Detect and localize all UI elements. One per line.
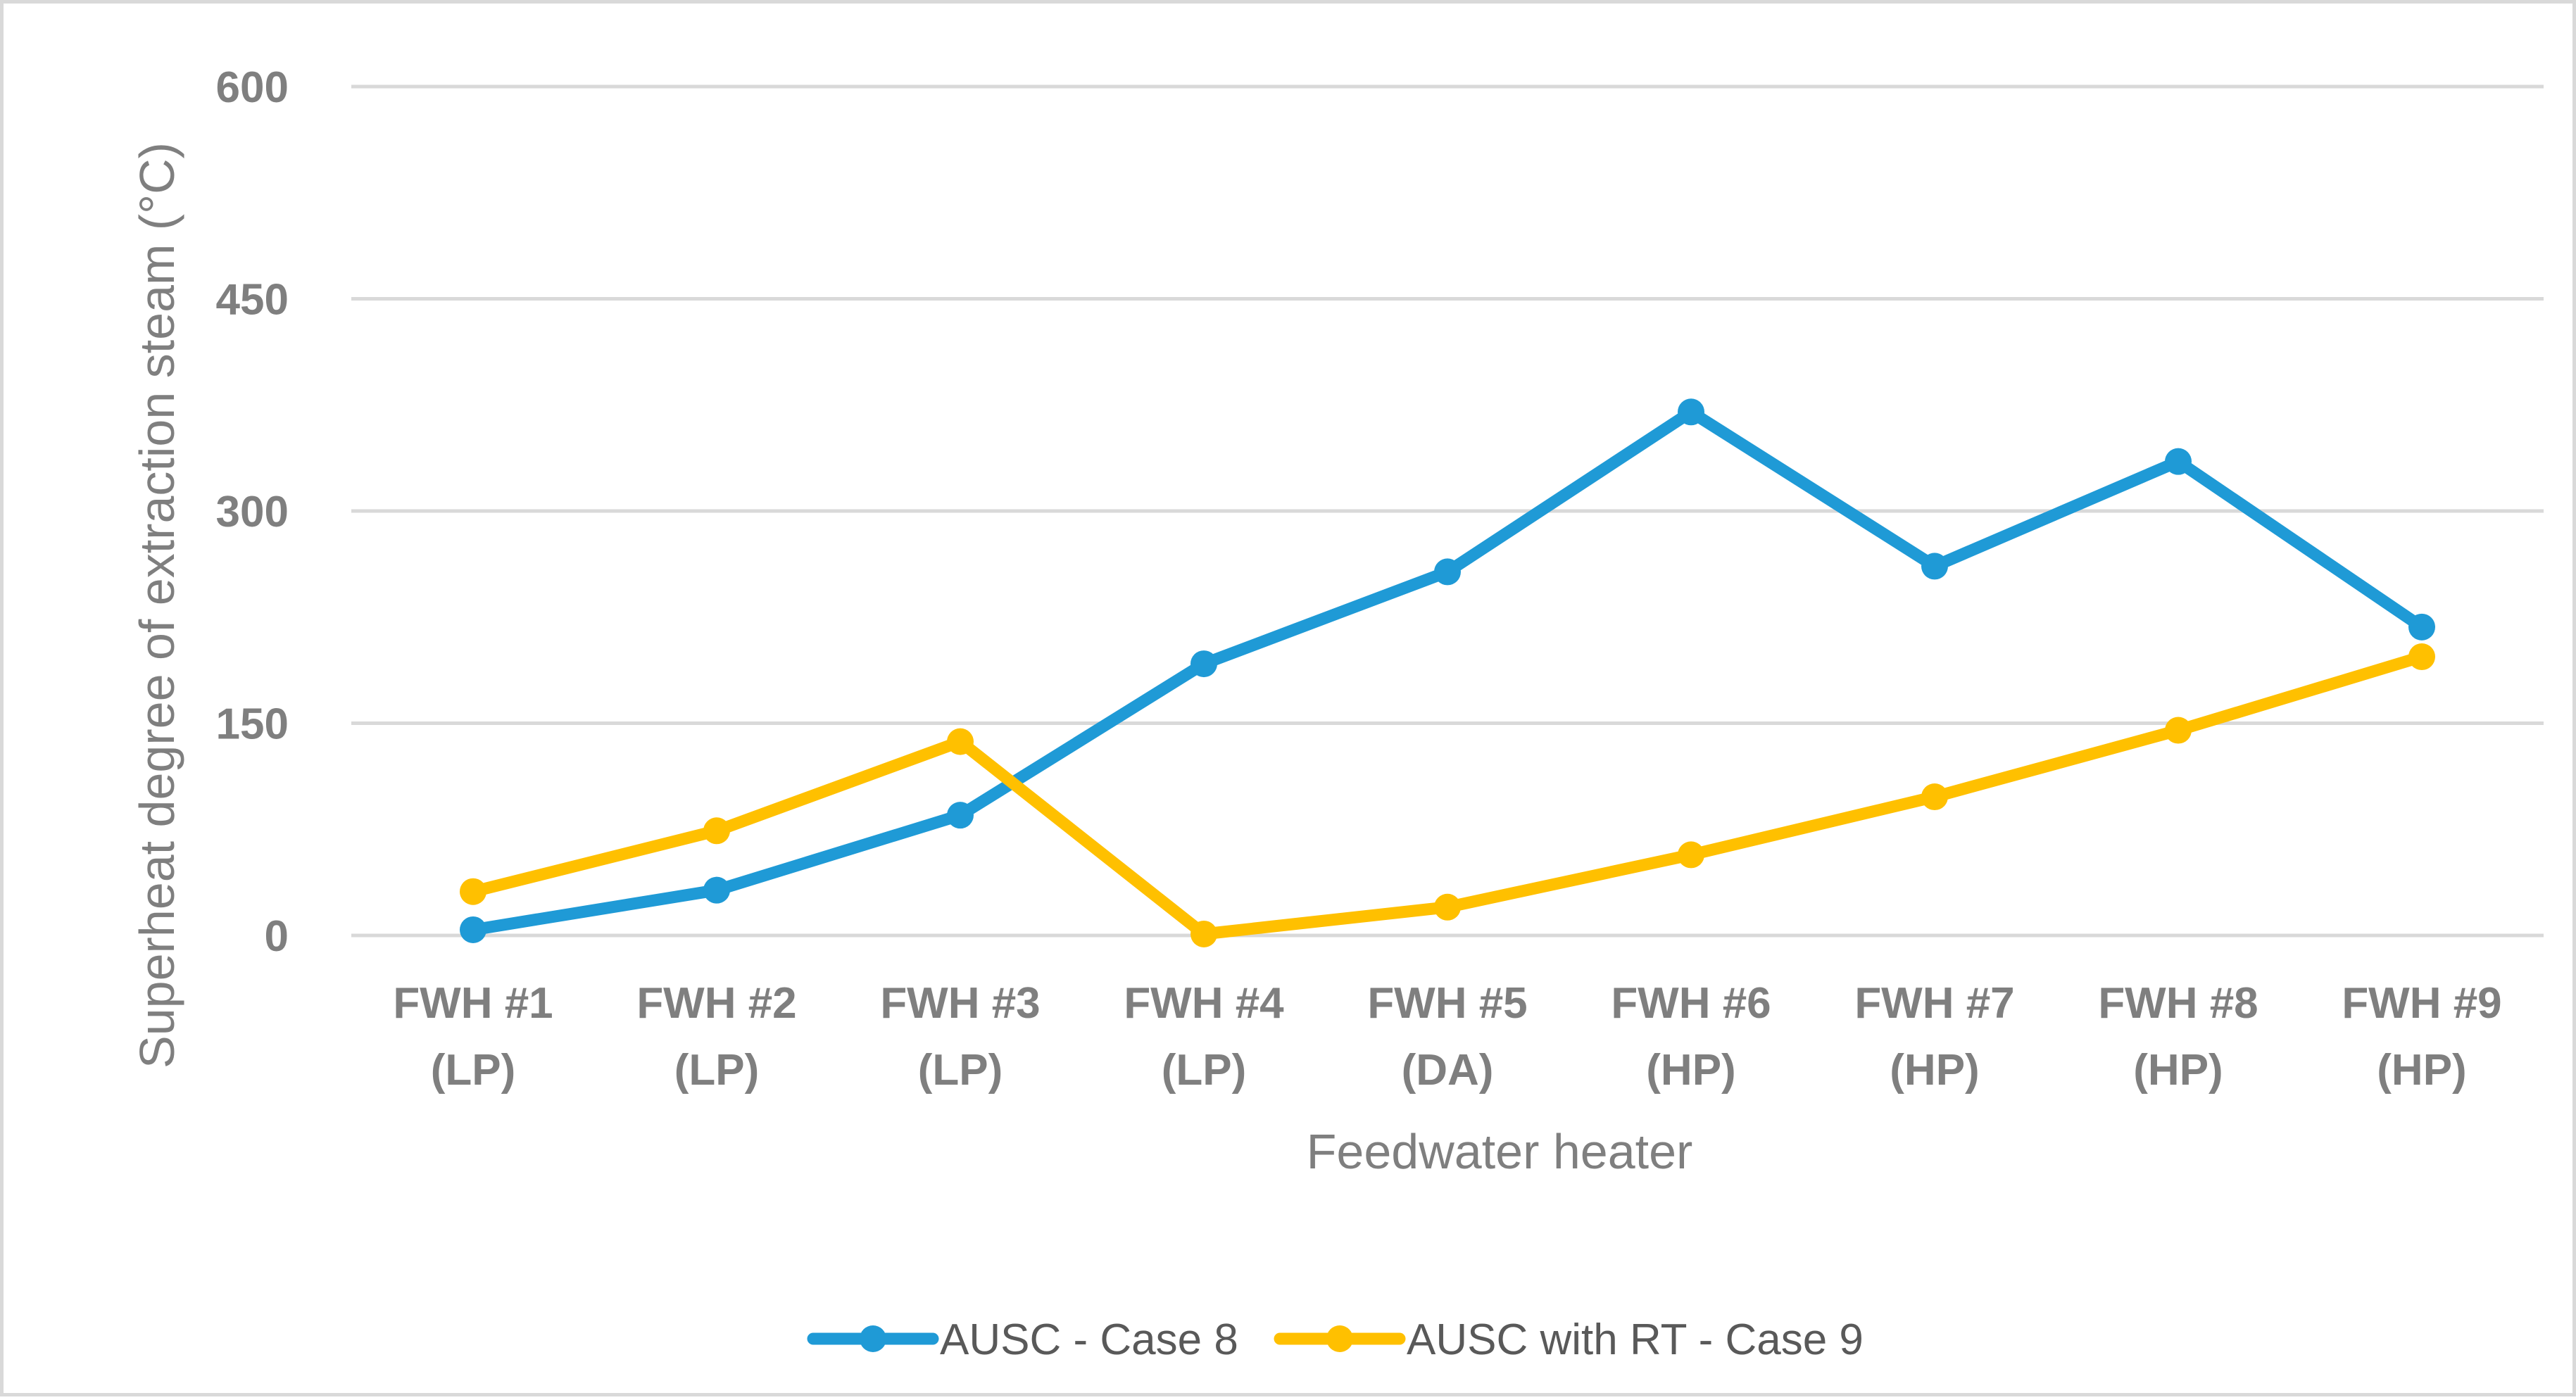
data-point (1921, 553, 1948, 580)
x-tick-label: FWH #9 (2342, 979, 2501, 1028)
data-point (947, 802, 974, 829)
x-tick-label: FWH #6 (1611, 979, 1771, 1028)
data-point (1190, 920, 1217, 947)
x-tick-label: FWH #7 (1854, 979, 2014, 1028)
x-tick-label: FWH #4 (1124, 979, 1284, 1028)
x-tick-sublabel: (HP) (2377, 1046, 2466, 1095)
legend-marker (860, 1325, 886, 1352)
y-tick-label: 300 (216, 488, 289, 536)
legend-label: AUSC with RT - Case 9 (1407, 1316, 1864, 1364)
data-point (2165, 448, 2192, 475)
x-axis-ticks: FWH #1 (LP) FWH #2 (LP) FWH #3 (LP) FWH #4 (LP)… (393, 979, 2501, 1095)
x-tick-label: FWH #5 (1367, 979, 1527, 1028)
x-tick-sublabel: (LP) (431, 1046, 516, 1095)
line-chart: 0 150 300 450 600 FWH #1 (LP) FWH #2 (LP) FWH #3… (130, 63, 2544, 1364)
data-point (460, 916, 486, 943)
x-tick-label: FWH #3 (880, 979, 1040, 1028)
data-point (1434, 558, 1461, 586)
x-tick-label: FWH #2 (636, 979, 796, 1028)
series-1 (460, 398, 2435, 943)
x-tick-sublabel: (HP) (1890, 1046, 1979, 1095)
data-point (1678, 398, 1704, 426)
data-point (1190, 650, 1217, 678)
x-tick-sublabel: (HP) (1646, 1046, 1735, 1095)
series-line (467, 405, 2428, 936)
series-2 (460, 643, 2435, 947)
y-tick-label: 150 (216, 700, 289, 749)
y-tick-label: 450 (216, 276, 289, 324)
y-axis-title: Superheat degree of extraction steam (°C… (130, 142, 184, 1068)
x-tick-sublabel: (LP) (918, 1046, 1003, 1095)
data-point (947, 728, 974, 755)
legend-marker (1326, 1325, 1353, 1352)
x-tick-sublabel: (HP) (2133, 1046, 2223, 1095)
data-point (460, 878, 486, 905)
y-axis-ticks: 0 150 300 450 600 (216, 63, 289, 961)
x-tick-sublabel: (LP) (674, 1046, 760, 1095)
data-point (2165, 717, 2192, 744)
data-point (1921, 783, 1948, 811)
legend-item: AUSC - Case 8 (807, 1316, 1238, 1364)
data-point (2408, 613, 2435, 641)
x-tick-label: FWH #1 (393, 979, 553, 1028)
legend-item: AUSC with RT - Case 9 (1274, 1316, 1864, 1364)
x-axis-title: Feedwater heater (1307, 1124, 1693, 1179)
legend-label: AUSC - Case 8 (940, 1316, 1238, 1364)
y-tick-label: 0 (265, 912, 289, 961)
data-point (703, 817, 730, 845)
x-tick-sublabel: (LP) (1162, 1046, 1247, 1095)
x-tick-label: FWH #8 (2098, 979, 2258, 1028)
y-tick-label: 600 (216, 63, 289, 112)
data-point (1434, 893, 1461, 921)
gridlines (351, 84, 2544, 938)
data-point (1678, 841, 1704, 869)
series-lines (460, 398, 2435, 947)
legend: AUSC - Case 8 AUSC with RT - Case 9 (807, 1316, 1864, 1364)
x-tick-sublabel: (DA) (1402, 1046, 1494, 1095)
data-point (2408, 643, 2435, 671)
data-point (703, 876, 730, 904)
series-line (467, 650, 2428, 940)
